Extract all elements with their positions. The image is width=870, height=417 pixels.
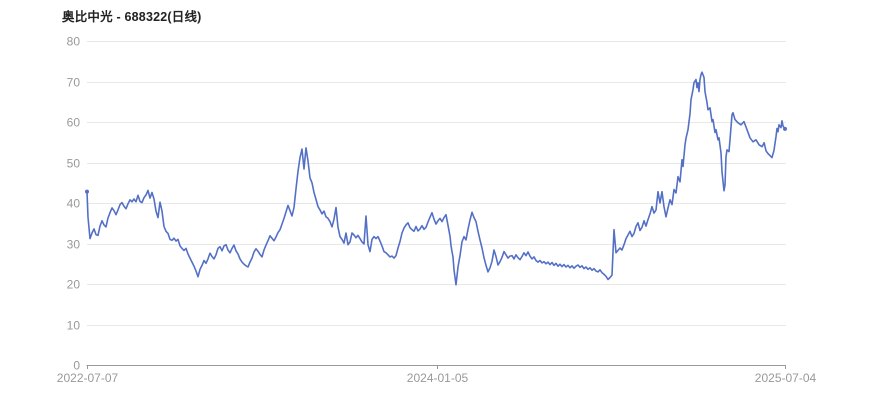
x-axis-tick-label: 2025-07-04 [755,371,817,385]
y-axis-tick-label: 50 [67,157,81,171]
chart-title: 奥比中光 - 688322(日线) [62,10,202,24]
x-axis-tick-label: 2024-01-05 [407,371,469,385]
y-axis-tick-label: 20 [67,278,81,292]
y-axis-tick-label: 60 [67,116,81,130]
x-axis-tick-label: 2022-07-07 [57,371,119,385]
price-line [86,71,786,286]
y-axis-tick-label: 30 [67,238,81,252]
y-axis-tick-label: 80 [67,35,81,49]
line-end-dot [783,126,787,131]
y-axis-tick-label: 70 [67,76,81,90]
y-axis-tick-label: 10 [67,319,81,333]
y-axis-tick-label: 0 [73,359,80,373]
y-axis-tick-label: 40 [67,197,81,211]
line-start-dot [85,189,89,194]
